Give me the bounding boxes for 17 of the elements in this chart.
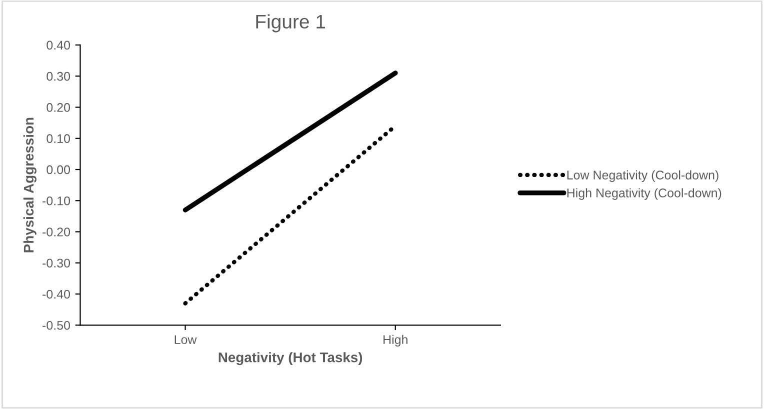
legend-label: Low Negativity (Cool-down) bbox=[567, 170, 718, 182]
y-tick-label: 0.10 bbox=[46, 134, 70, 144]
y-tick-label: -0.20 bbox=[42, 228, 70, 236]
x-tick-label: Low bbox=[174, 335, 197, 344]
y-tick-label: 0.20 bbox=[46, 103, 70, 112]
x-axis-title: Negativity (Hot Tasks) bbox=[218, 352, 362, 366]
y-tick-label: -0.50 bbox=[42, 320, 70, 330]
x-tick-label: High bbox=[384, 334, 408, 347]
y-axis-title: Physical Aggression bbox=[23, 118, 36, 252]
chart-title: Figure 1 bbox=[256, 14, 326, 32]
y-tick-label: -0.10 bbox=[42, 196, 70, 206]
y-tick-label: 0.00 bbox=[46, 165, 70, 174]
y-tick-label: -0.30 bbox=[42, 258, 70, 268]
y-tick-label: -0.40 bbox=[42, 290, 70, 299]
legend-label: High Negativity (Cool-down) bbox=[567, 188, 722, 200]
y-tick-label: 0.40 bbox=[46, 40, 70, 50]
y-tick-label: 0.30 bbox=[46, 72, 70, 81]
